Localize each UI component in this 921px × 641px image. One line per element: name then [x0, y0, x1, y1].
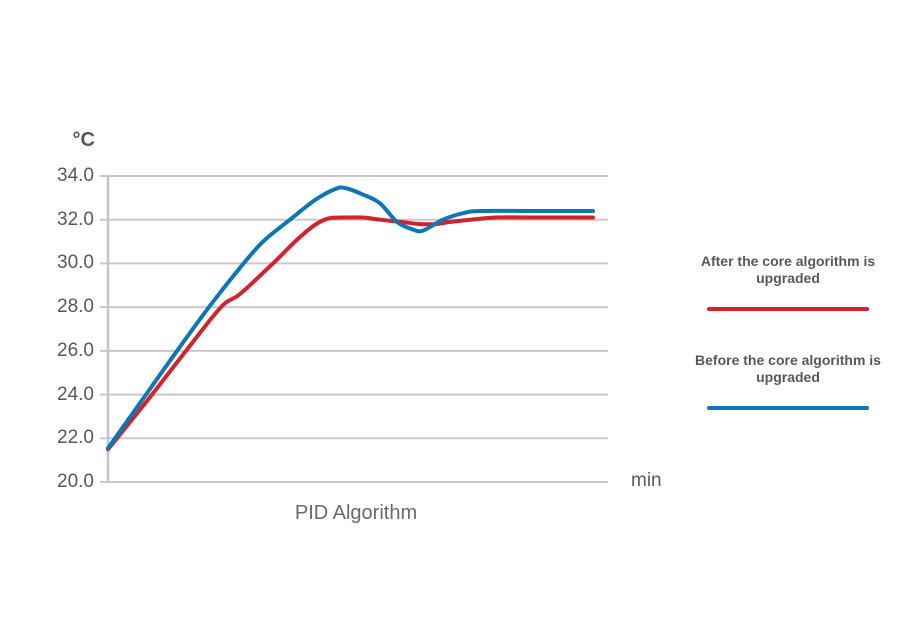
- x-axis-unit-label: min: [631, 470, 662, 491]
- legend-label-before: Before the core algorithm is upgraded: [695, 352, 881, 385]
- chart-title: PID Algorithm: [294, 502, 418, 524]
- y-tick-label: 24.0: [57, 383, 94, 405]
- y-tick-label: 32.0: [57, 208, 94, 230]
- series-line: [106, 185, 595, 451]
- y-tick-label: 26.0: [57, 339, 94, 361]
- y-tick-label: 34.0: [57, 165, 94, 186]
- y-axis-unit-label: °C: [72, 129, 95, 151]
- y-tick-label: 30.0: [57, 252, 94, 274]
- series-line: [106, 215, 595, 452]
- y-tick-label: 22.0: [57, 427, 94, 449]
- y-tick-label: 20.0: [57, 471, 94, 492]
- legend-swatch-after-line: [707, 307, 869, 311]
- legend-label-after: After the core algorithm is upgraded: [700, 253, 876, 286]
- y-tick-label: 28.0: [57, 296, 94, 318]
- legend-swatch-before-line: [707, 406, 869, 410]
